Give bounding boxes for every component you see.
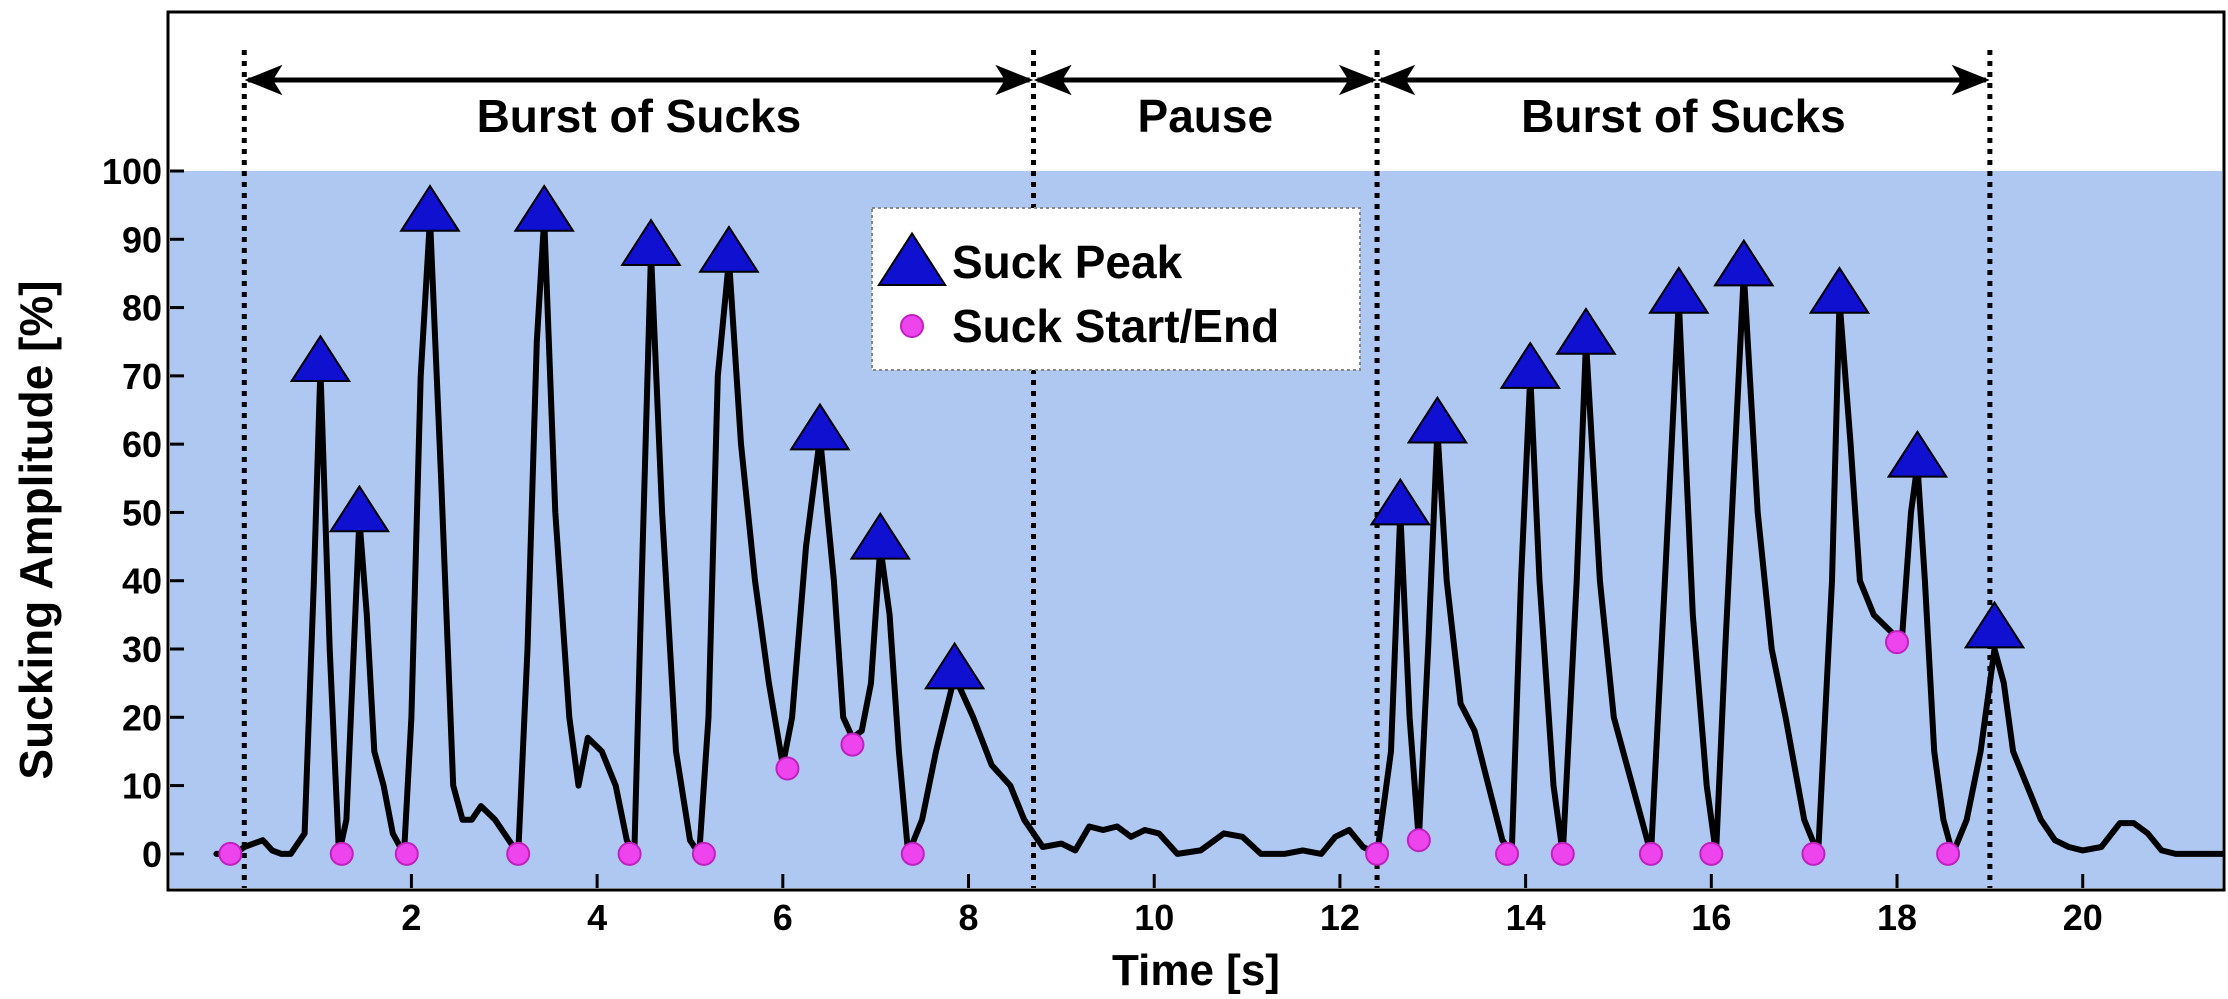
phase-annotations: Burst of Sucks Pause Burst of Sucks — [241, 50, 1993, 888]
y-tick-label: 60 — [122, 424, 162, 465]
legend-triangle-icon — [877, 231, 947, 286]
suck-peak-marker — [923, 641, 986, 690]
x-tick-label: 2 — [401, 897, 421, 938]
phase-label: Burst of Sucks — [477, 90, 802, 142]
suck-peak-marker — [1369, 477, 1431, 526]
y-axis-label: Sucking Amplitude [%] — [10, 280, 62, 779]
suck-start-end-marker — [506, 841, 531, 866]
x-tick-label: 16 — [1691, 897, 1731, 938]
suck-start-end-marker — [1699, 841, 1724, 866]
suck-start-end-marker — [691, 841, 716, 866]
suck-peak-marker — [328, 484, 391, 533]
suck-start-end-marker — [840, 732, 865, 757]
y-tick-label: 0 — [142, 834, 162, 875]
suck-peak-marker — [1713, 238, 1775, 287]
x-tick-label: 4 — [587, 897, 607, 938]
suck-start-end-marker — [1406, 828, 1431, 853]
legend-label: Suck Peak — [952, 236, 1183, 288]
suck-start-end-marker — [617, 841, 642, 866]
suck-start-end-marker — [900, 841, 925, 866]
suck-peak-marker — [1499, 341, 1561, 389]
suck-start-end-marker — [1495, 841, 1520, 866]
x-tick-label: 12 — [1320, 897, 1360, 938]
legend-label: Suck Start/End — [952, 300, 1279, 352]
suck-peak-marker — [289, 334, 352, 383]
suck-peak-marker — [1886, 429, 1949, 478]
suck-peak-marker — [1555, 307, 1617, 355]
x-tick-label: 18 — [1877, 897, 1917, 938]
y-tick-label: 100 — [102, 151, 162, 192]
suck-start-end-marker — [775, 756, 800, 781]
x-tick-label: 10 — [1134, 897, 1174, 938]
suck-peak-marker — [513, 184, 575, 232]
suck-start-end-marker — [1885, 630, 1910, 655]
x-tick-label: 14 — [1506, 897, 1546, 938]
legend-box — [871, 207, 1361, 371]
y-tick-label: 40 — [122, 561, 162, 602]
suck-peak-marker — [620, 218, 682, 266]
suck-start-end-marker — [329, 841, 354, 866]
suck-start-end-marker — [218, 841, 243, 866]
suck-peak-marker — [399, 184, 461, 232]
phase-label: Pause — [1138, 90, 1274, 142]
markers — [218, 184, 2026, 866]
legend-circle-icon — [900, 314, 924, 338]
suck-peak-marker — [1808, 266, 1871, 314]
x-tick-label: 8 — [959, 897, 979, 938]
phase-label: Burst of Sucks — [1521, 90, 1846, 142]
suck-start-end-marker — [1550, 841, 1575, 866]
suck-start-end-marker — [394, 841, 419, 866]
y-tick-label: 90 — [122, 219, 162, 260]
suck-peak-marker — [849, 511, 911, 560]
suck-start-end-marker — [1638, 841, 1663, 866]
suck-start-end-marker — [1801, 841, 1826, 866]
suck-peak-marker — [1963, 600, 2026, 649]
sucking-amplitude-line — [213, 215, 2225, 857]
y-tick-label: 70 — [122, 356, 162, 397]
suck-start-end-marker — [1936, 841, 1961, 866]
signal-series — [213, 215, 2225, 857]
suck-start-end-marker — [1365, 841, 1390, 866]
x-tick-label: 20 — [2063, 897, 2103, 938]
y-tick-label: 30 — [122, 629, 162, 670]
suck-peak-marker — [1406, 395, 1469, 444]
y-tick-label: 20 — [122, 697, 162, 738]
y-tick-label: 10 — [122, 766, 162, 807]
y-tick-label: 80 — [122, 288, 162, 329]
suck-peak-marker — [698, 225, 760, 273]
suck-peak-marker — [789, 402, 851, 451]
axes: 0 10 20 30 40 50 60 70 80 90 100 2 4 6 8 10 12 14 16 18 20 — [102, 151, 2103, 938]
y-tick-label: 50 — [122, 492, 162, 533]
x-axis-label: Time [s] — [1112, 946, 1280, 994]
legend: Suck Peak Suck Start/End — [871, 207, 1361, 371]
suck-peak-marker — [1648, 266, 1710, 314]
x-tick-label: 6 — [773, 897, 793, 938]
